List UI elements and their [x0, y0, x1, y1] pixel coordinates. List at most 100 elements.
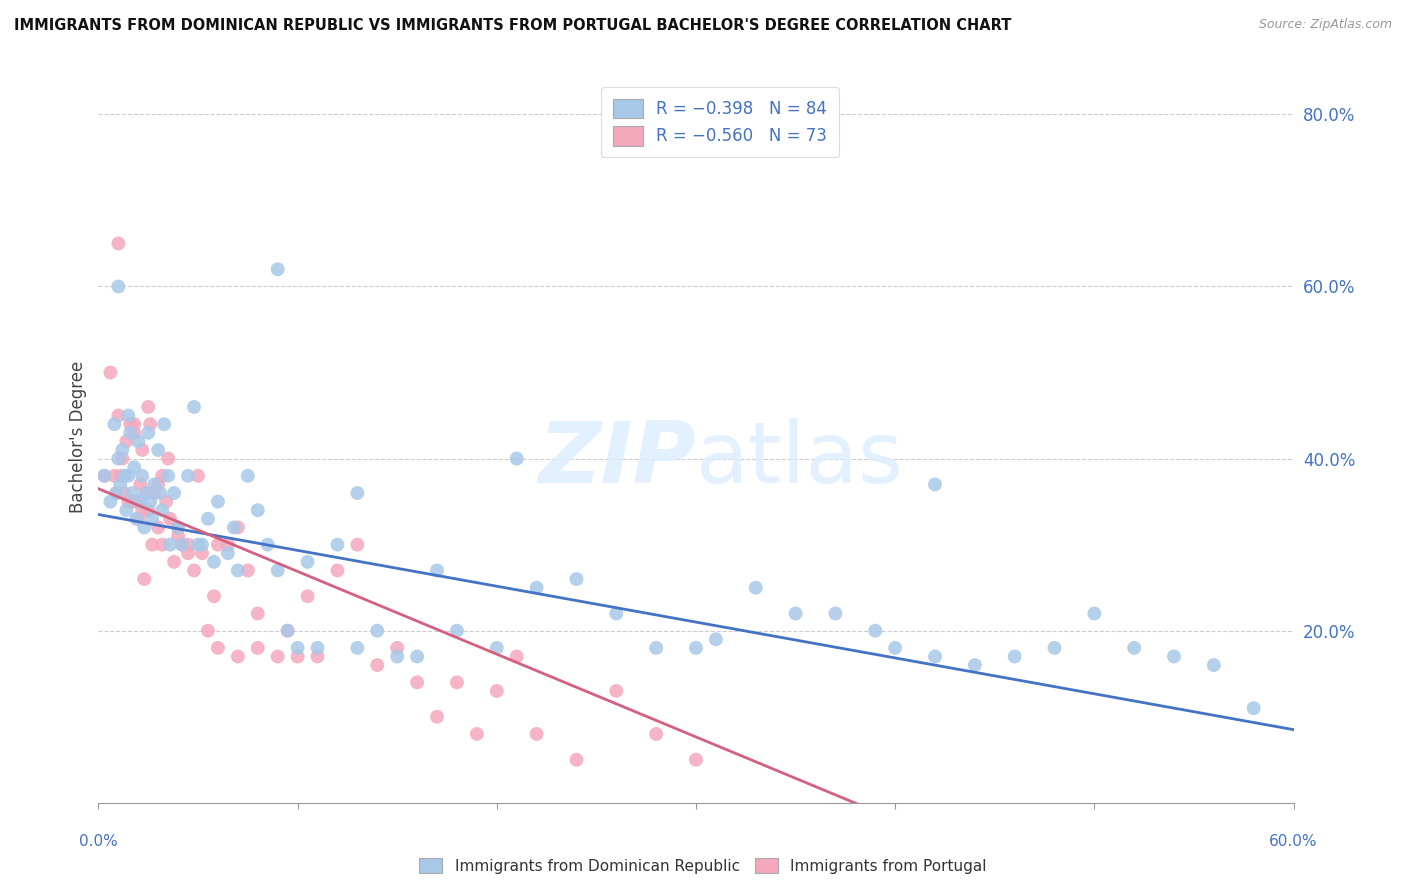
Point [565, 572, 588, 586]
Point [246, 640, 269, 655]
Point [645, 727, 668, 741]
Point [107, 279, 129, 293]
Point [197, 512, 219, 526]
Point [1083, 607, 1105, 621]
Point [107, 409, 129, 423]
Point [124, 460, 146, 475]
Point [148, 520, 170, 534]
Point [120, 425, 142, 440]
Point [163, 555, 186, 569]
Point [121, 494, 143, 508]
Point [1043, 640, 1066, 655]
Point [236, 564, 259, 578]
Point [226, 649, 249, 664]
Point [197, 624, 219, 638]
Point [256, 538, 278, 552]
Point [191, 546, 214, 560]
Point [107, 236, 129, 251]
Point [93, 468, 115, 483]
Point [267, 262, 290, 277]
Point [506, 649, 529, 664]
Point [406, 675, 429, 690]
Point [135, 486, 157, 500]
Point [157, 468, 180, 483]
Point [526, 581, 548, 595]
Point [115, 434, 138, 449]
Point [645, 640, 668, 655]
Point [148, 477, 170, 491]
Point [100, 494, 122, 508]
Point [155, 494, 177, 508]
Point [150, 538, 173, 552]
Point [110, 468, 132, 483]
Point [406, 649, 429, 664]
Point [159, 512, 181, 526]
Point [143, 486, 166, 500]
Point [446, 675, 468, 690]
Text: IMMIGRANTS FROM DOMINICAN REPUBLIC VS IMMIGRANTS FROM PORTUGAL BACHELOR'S DEGREE: IMMIGRANTS FROM DOMINICAN REPUBLIC VS IM… [14, 18, 1011, 33]
Point [183, 564, 205, 578]
Point [177, 468, 200, 483]
Point [1202, 658, 1225, 673]
Point [167, 520, 190, 534]
Point [506, 451, 529, 466]
Point [172, 538, 194, 552]
Point [115, 503, 138, 517]
Point [685, 640, 707, 655]
Point [183, 400, 205, 414]
Point [107, 451, 129, 466]
Point [207, 494, 229, 508]
Point [485, 684, 508, 698]
Point [446, 624, 468, 638]
Point [246, 503, 269, 517]
Point [924, 649, 946, 664]
Point [1163, 649, 1185, 664]
Point [385, 640, 409, 655]
Point [157, 451, 180, 466]
Point [177, 546, 200, 560]
Point [117, 468, 139, 483]
Point [141, 538, 163, 552]
Point [117, 494, 139, 508]
Text: atlas: atlas [696, 417, 904, 500]
Point [167, 529, 190, 543]
Point [136, 503, 159, 517]
Point [127, 434, 149, 449]
Point [134, 572, 156, 586]
Point [172, 538, 194, 552]
Point [103, 417, 125, 432]
Point [207, 538, 229, 552]
Point [131, 468, 153, 483]
Point [129, 477, 152, 491]
Point [222, 520, 245, 534]
Point [226, 520, 249, 534]
Point [297, 589, 319, 603]
Point [326, 564, 349, 578]
Point [125, 512, 148, 526]
Text: 0.0%: 0.0% [79, 834, 118, 849]
Point [236, 468, 259, 483]
Point [134, 520, 156, 534]
Point [159, 538, 181, 552]
Point [605, 684, 627, 698]
Point [246, 607, 269, 621]
Point [326, 538, 349, 552]
Point [139, 417, 162, 432]
Point [143, 477, 166, 491]
Point [110, 477, 132, 491]
Point [100, 366, 122, 380]
Point [105, 486, 128, 500]
Point [924, 477, 946, 491]
Point [277, 624, 299, 638]
Point [153, 417, 176, 432]
Point [103, 468, 125, 483]
Point [125, 494, 148, 508]
Point [149, 486, 172, 500]
Point [346, 486, 368, 500]
Point [129, 494, 152, 508]
Point [824, 607, 846, 621]
Point [150, 503, 173, 517]
Point [112, 486, 135, 500]
Point [277, 624, 299, 638]
Point [526, 727, 548, 741]
